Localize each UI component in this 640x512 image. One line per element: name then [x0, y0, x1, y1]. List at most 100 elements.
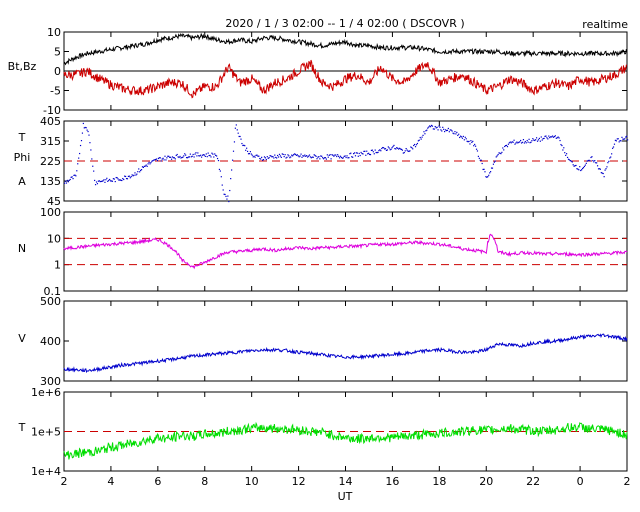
data-point-phi: [185, 154, 187, 156]
data-point-phi: [613, 143, 616, 145]
data-point-phi: [80, 140, 83, 142]
data-point-phi: [596, 165, 599, 167]
data-point-phi: [425, 130, 427, 132]
data-point-phi: [507, 143, 510, 145]
data-point-phi: [336, 155, 338, 158]
data-point-phi: [307, 156, 309, 158]
y-tick-label: 100: [40, 206, 61, 219]
data-point-phi: [533, 139, 535, 141]
data-point-phi: [541, 139, 543, 141]
data-point-phi: [488, 174, 490, 176]
data-point-phi: [556, 137, 558, 139]
data-point-phi: [423, 131, 425, 133]
data-point-phi: [565, 154, 567, 156]
data-point-phi: [492, 163, 495, 165]
data-point-phi: [611, 147, 614, 149]
data-point-phi: [174, 158, 176, 160]
data-point-phi: [96, 183, 99, 185]
data-point-phi: [246, 147, 248, 149]
data-point-phi: [106, 177, 108, 179]
data-point-phi: [512, 141, 514, 143]
data-point-phi: [341, 157, 343, 159]
data-point-phi: [453, 133, 455, 135]
data-point-phi: [178, 156, 180, 159]
data-point-phi: [551, 135, 554, 137]
data-point-phi: [363, 150, 365, 152]
data-point-phi: [292, 154, 295, 156]
data-point-phi: [84, 126, 86, 129]
data-point-phi: [621, 136, 623, 138]
data-point-phi: [367, 153, 369, 155]
data-point-phi: [194, 153, 196, 155]
data-point-phi: [219, 170, 221, 172]
panel-frame: [63, 300, 628, 382]
data-point-phi: [239, 135, 241, 138]
data-point-phi: [385, 149, 388, 152]
data-point-phi: [570, 160, 572, 162]
data-point-phi: [154, 159, 156, 161]
data-point-phi: [134, 172, 136, 174]
data-point-phi: [216, 157, 219, 160]
y-axis-label: Bt,Bz: [8, 60, 37, 73]
data-point-phi: [109, 178, 111, 181]
data-point-phi: [402, 152, 404, 154]
data-point-phi: [312, 156, 314, 158]
data-point-phi: [467, 141, 469, 143]
y-tick-label: 500: [40, 295, 61, 308]
data-point-phi: [547, 138, 549, 140]
data-point-phi: [580, 169, 582, 172]
data-point-phi: [231, 169, 233, 171]
data-point-phi: [445, 129, 448, 132]
data-point-phi: [101, 180, 103, 182]
data-point-phi: [279, 155, 282, 157]
panel-temperature: 1e+61e+51e+42 4 6 8 10 12 14 16 18 20 22 0 2T: [18, 386, 631, 488]
data-point-phi: [227, 195, 229, 197]
data-point-phi: [518, 141, 520, 143]
data-point-phi: [250, 153, 252, 155]
data-point-phi: [141, 166, 144, 168]
data-point-phi: [599, 168, 601, 170]
series-line-n: [63, 233, 628, 270]
data-point-phi: [478, 157, 480, 159]
data-point-phi: [587, 159, 589, 162]
data-point-phi: [261, 159, 264, 161]
data-point-phi: [137, 171, 139, 173]
data-point-phi: [387, 146, 389, 148]
data-point-phi: [430, 124, 433, 127]
data-point-phi: [472, 140, 474, 142]
data-point-phi: [585, 162, 587, 164]
data-point-phi: [457, 134, 459, 137]
data-point-phi: [184, 153, 186, 155]
data-point-phi: [331, 154, 333, 156]
data-point-phi: [461, 137, 464, 139]
data-point-phi: [468, 140, 470, 143]
data-point-phi: [175, 154, 177, 157]
data-point-phi: [532, 138, 534, 140]
data-point-phi: [303, 155, 305, 157]
data-point-phi: [145, 164, 147, 166]
data-point-phi: [393, 144, 395, 147]
data-point-phi: [575, 164, 577, 167]
data-point-phi: [579, 166, 581, 168]
data-point-phi: [99, 180, 101, 183]
data-point-phi: [620, 140, 622, 142]
data-point-phi: [111, 180, 114, 182]
data-point-phi: [558, 137, 560, 139]
data-point-phi: [436, 126, 438, 128]
data-point-phi: [299, 155, 301, 157]
data-point-phi: [192, 153, 194, 156]
data-point-phi: [74, 174, 76, 176]
data-point-phi: [270, 155, 272, 157]
data-point-phi: [296, 154, 298, 156]
data-point-phi: [259, 157, 261, 160]
data-point-phi: [486, 176, 488, 178]
data-point-phi: [150, 162, 152, 164]
data-point-phi: [520, 142, 523, 144]
data-point-phi: [221, 184, 223, 186]
data-point-phi: [159, 157, 161, 159]
data-point-phi: [588, 159, 590, 161]
data-point-phi: [422, 134, 424, 136]
data-point-phi: [397, 147, 399, 149]
data-point-phi: [535, 137, 538, 139]
data-point-phi: [248, 153, 251, 155]
